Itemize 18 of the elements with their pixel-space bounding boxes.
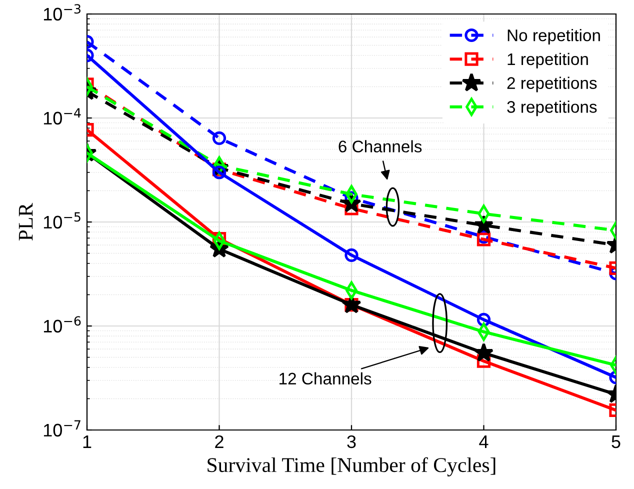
- annotation: 6 Channels: [338, 140, 422, 152]
- x-tick-label: 1: [83, 436, 92, 448]
- legend-label: No repetition: [508, 29, 600, 45]
- x-tick-label: 4: [479, 436, 488, 448]
- y-tick-label: 10$^{−5}$: [44, 212, 80, 229]
- x-tick-label: 5: [612, 436, 620, 448]
- y-axis-title: PLR: [18, 202, 33, 241]
- y-tick-label: 10$^{−6}$: [44, 316, 81, 333]
- legend-label: 2 repetitions: [507, 76, 597, 92]
- x-tick-label: 2: [215, 435, 224, 448]
- y-tick-label: 10$^{−4}$: [44, 108, 81, 125]
- legend-label: 3 repetitions: [507, 100, 597, 116]
- annotation: 12 Channels: [280, 372, 372, 385]
- x-axis-title: Survival Time [Number of Cycles]: [208, 457, 496, 476]
- legend-label: 1 repetition: [508, 52, 588, 68]
- y-tick-label: 10$^{−3}$: [44, 4, 80, 21]
- x-tick-label: 3: [347, 435, 356, 448]
- y-tick-label: 10$^{−7}$: [44, 420, 80, 437]
